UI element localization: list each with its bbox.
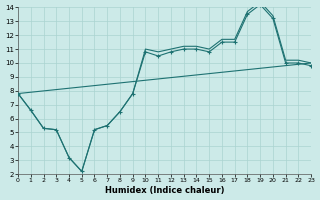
X-axis label: Humidex (Indice chaleur): Humidex (Indice chaleur) xyxy=(105,186,224,195)
